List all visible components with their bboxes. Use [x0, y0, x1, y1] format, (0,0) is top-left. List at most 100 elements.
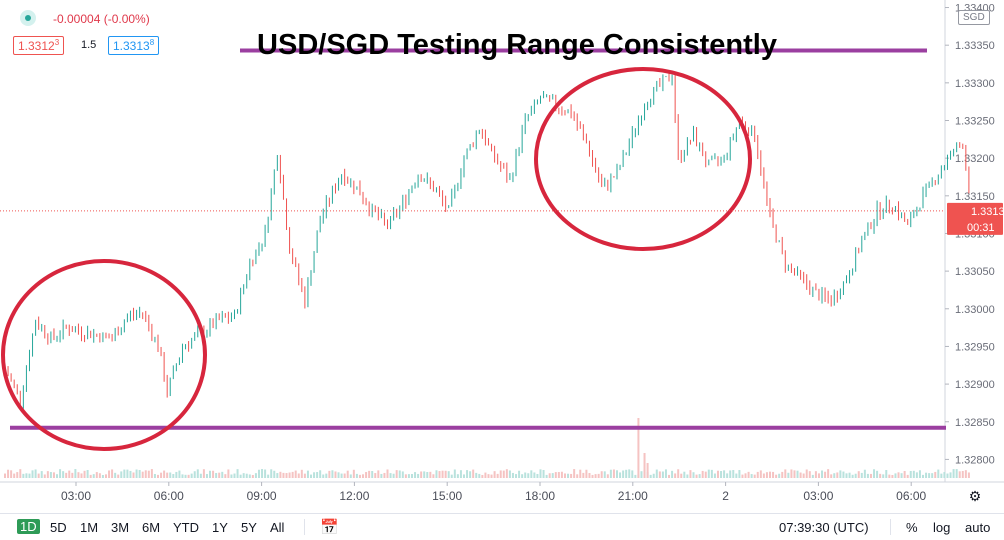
volume-bar: [368, 470, 371, 478]
volume-bar: [576, 474, 579, 478]
y-tick-label: 1.32900: [955, 379, 995, 391]
range-1d[interactable]: 1D: [17, 519, 40, 534]
volume-bar: [793, 470, 796, 478]
volume-bar: [967, 472, 970, 478]
price-badge-countdown: 00:31: [967, 222, 995, 234]
x-tick-label: 12:00: [339, 489, 369, 503]
percent-toggle[interactable]: %: [906, 520, 918, 535]
volume-bar: [31, 470, 34, 478]
volume-bar: [306, 470, 309, 478]
volume-bar: [239, 474, 242, 478]
volume-bar: [873, 469, 876, 478]
volume-bar: [83, 470, 86, 478]
volume-bar: [857, 471, 860, 478]
volume-bar: [10, 470, 13, 478]
volume-bar: [765, 472, 768, 478]
volume-bar: [175, 471, 178, 478]
bid-value: 1.3312: [18, 39, 55, 53]
volume-bar: [117, 474, 120, 478]
x-tick-label: 03:00: [803, 489, 833, 503]
volume-bar: [735, 473, 738, 478]
auto-toggle[interactable]: auto: [965, 520, 991, 535]
volume-bar: [257, 469, 260, 478]
volume-bar: [536, 473, 539, 478]
volume-bar: [753, 474, 756, 478]
volume-bar: [567, 473, 570, 478]
range-ytd[interactable]: YTD: [173, 520, 199, 535]
volume-bar: [340, 473, 343, 478]
volume-bar: [95, 472, 98, 478]
volume-bar: [414, 472, 417, 478]
range-1y[interactable]: 1Y: [212, 520, 228, 535]
log-toggle[interactable]: log: [933, 520, 951, 535]
volume-bar: [7, 469, 10, 478]
volume-bar: [230, 474, 233, 478]
volume-bar: [790, 469, 793, 478]
volume-bar: [573, 469, 576, 478]
volume-bar: [582, 472, 585, 478]
volume-bar: [261, 469, 264, 478]
date-range-icon[interactable]: 📅: [320, 519, 339, 536]
y-tick-label: 1.33150: [955, 191, 995, 203]
volume-bar: [205, 474, 208, 478]
volume-bar: [463, 474, 465, 478]
range-6m[interactable]: 6M: [142, 520, 161, 535]
x-tick-label: 15:00: [432, 489, 462, 503]
volume-bar: [897, 472, 900, 478]
volume-bar: [404, 474, 407, 478]
x-tick-label: 03:00: [61, 489, 91, 503]
price-change: -0.00004 (-0.00%): [53, 12, 150, 26]
volume-bar: [652, 473, 655, 478]
volume-bar: [723, 470, 726, 478]
volume-bar: [450, 474, 453, 478]
range-5d[interactable]: 5D: [50, 520, 67, 535]
clock-time[interactable]: 07:39:30 (UTC): [779, 520, 869, 535]
volume-bar: [741, 474, 744, 478]
x-tick-label: 06:00: [154, 489, 184, 503]
volume-bar: [163, 470, 166, 478]
volume-bar: [554, 472, 557, 478]
volume-bar: [481, 474, 484, 478]
volume-bar: [680, 473, 683, 478]
volume-bar: [22, 473, 25, 478]
volume-bar: [769, 471, 771, 478]
volume-bar: [147, 470, 150, 478]
volume-bar: [423, 471, 426, 478]
range-5y[interactable]: 5Y: [241, 520, 257, 535]
volume-bar: [814, 471, 817, 478]
volume-bar: [668, 474, 671, 478]
volume-bar: [328, 470, 331, 478]
volume-bar: [848, 472, 851, 478]
volume-bar: [71, 472, 74, 478]
volume-bar: [453, 469, 456, 478]
volume-bar: [380, 473, 383, 478]
settings-gear-icon: ⚙: [969, 488, 982, 504]
volume-bar: [355, 473, 358, 478]
volume-bar: [869, 473, 872, 478]
volume-bar: [876, 470, 879, 478]
volume-bar: [698, 474, 701, 478]
bid-sup: 3: [54, 38, 60, 47]
volume-spike: [646, 463, 649, 478]
volume-bar: [830, 474, 833, 478]
volume-bar: [365, 472, 368, 478]
volume-bar: [940, 473, 943, 478]
volume-bar: [325, 473, 328, 478]
volume-bar: [337, 472, 340, 478]
bid-price[interactable]: 1.33123: [13, 36, 65, 55]
x-tick-label: 2: [722, 489, 729, 503]
volume-bar: [132, 472, 135, 478]
volume-bar: [447, 471, 450, 478]
volume-bar: [900, 473, 903, 478]
volume-bar: [300, 469, 303, 478]
range-1m[interactable]: 1M: [80, 520, 99, 535]
volume-bar: [62, 471, 65, 478]
volume-bar: [591, 474, 594, 478]
volume-bar: [557, 472, 560, 478]
volume-bar: [756, 471, 759, 478]
range-all[interactable]: All: [270, 520, 285, 535]
range-3m[interactable]: 3M: [111, 520, 130, 535]
ask-price[interactable]: 1.33138: [108, 36, 160, 55]
